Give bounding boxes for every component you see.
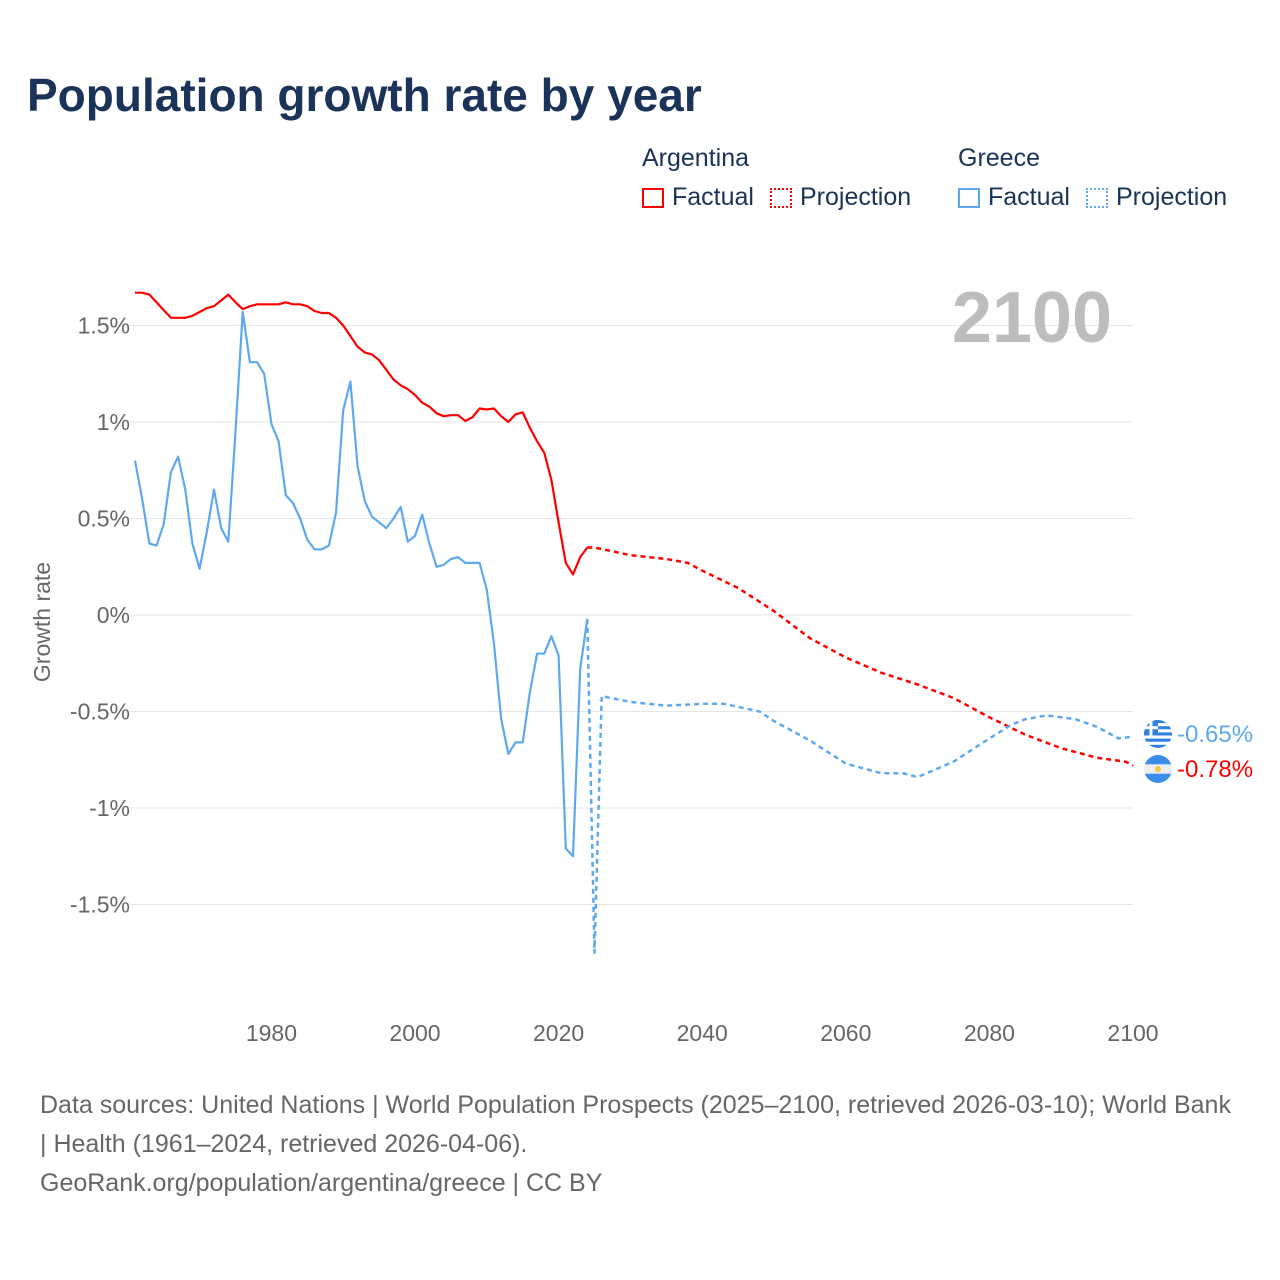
x-tick-label: 2060 <box>820 1020 871 1046</box>
greece-projection-line <box>586 618 1134 955</box>
data-sources: Data sources: United Nations | World Pop… <box>40 1091 1231 1158</box>
legend-argentina-projection[interactable]: Projection <box>769 183 912 212</box>
y-tick-label: 0% <box>97 602 130 628</box>
x-tick-label: 2080 <box>964 1020 1015 1046</box>
greece-factual-line <box>133 310 589 858</box>
argentina-projection-line <box>587 546 1134 767</box>
legend-label: Factual <box>672 183 754 211</box>
argentina-flag-icon <box>1144 755 1172 783</box>
y-tick-label: -1.5% <box>70 892 130 918</box>
x-tick-label: 2100 <box>1107 1020 1158 1046</box>
x-tick-label: 2000 <box>389 1020 440 1046</box>
y-tick-label: 0.5% <box>78 506 130 532</box>
x-tick-label: 1980 <box>246 1020 297 1046</box>
legend-label: Projection <box>1115 183 1228 211</box>
legend-argentina-factual[interactable]: Factual <box>642 183 754 212</box>
argentina-end-value: -0.78% <box>1177 756 1253 783</box>
source-link[interactable]: GeoRank.org/population/argentina/greece … <box>40 1169 603 1197</box>
legend-label: Factual <box>988 183 1070 211</box>
legend-swatch <box>1085 187 1108 208</box>
y-tick-label: 1% <box>97 409 130 435</box>
legend-greece: Greece Factual Projection <box>958 144 1243 212</box>
x-tick-label: 2020 <box>533 1020 584 1046</box>
y-tick-label: -0.5% <box>70 699 130 725</box>
y-tick-label: 1.5% <box>78 313 130 339</box>
x-tick-label: 2040 <box>677 1020 728 1046</box>
chart-plot: 1.5% 1% 0.5% 0% -0.5% -1% -1.5% 1980 2000 2020 204… <box>29 278 1253 1046</box>
year-watermark: 2100 <box>952 278 1112 358</box>
y-tick-label: -1% <box>89 795 130 821</box>
legend-greece-projection[interactable]: Projection <box>1085 183 1228 212</box>
legend-group-label: Greece <box>958 144 1040 172</box>
greece-end-value: -0.65% <box>1177 721 1253 748</box>
chart-title: Population growth rate by year <box>27 69 702 121</box>
legend-label: Projection <box>799 183 912 211</box>
greece-flag-icon <box>1144 720 1172 748</box>
argentina-factual-line <box>135 291 589 576</box>
footer: Data sources: United Nations | World Pop… <box>40 1086 1240 1203</box>
y-axis-label: Growth rate <box>29 562 55 682</box>
legend-group-label: Argentina <box>642 144 750 172</box>
legend-swatch <box>958 187 980 208</box>
legend-greece-factual[interactable]: Factual <box>958 183 1070 212</box>
legend-swatch <box>642 187 664 208</box>
legend-argentina: Argentina Factual Projection <box>642 144 927 212</box>
legend-swatch <box>769 187 792 208</box>
